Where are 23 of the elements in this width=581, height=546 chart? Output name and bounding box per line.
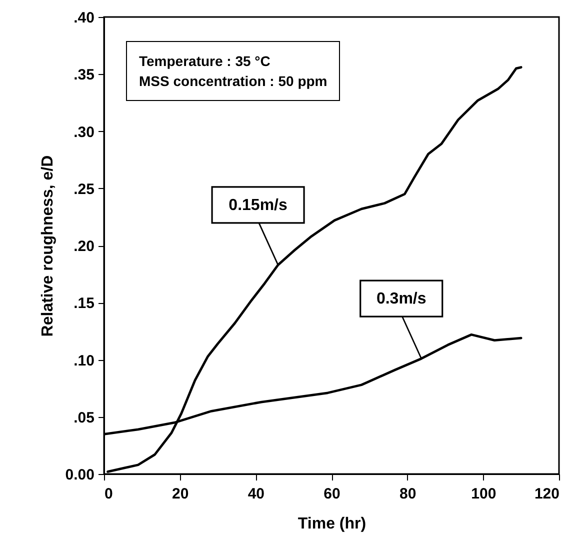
x-tick-label: 20 xyxy=(172,486,189,502)
text-box: Temperature : 35 °C MSS concentration : 50 ppm xyxy=(126,41,340,101)
x-tick-label: 120 xyxy=(534,486,560,502)
y-axis-title: Relative roughness, e/D xyxy=(39,155,56,337)
x-axis-title: Time (hr) xyxy=(298,516,366,532)
annotation: 0.15m/s xyxy=(228,196,288,214)
y-tick-label: .35 xyxy=(74,66,94,84)
x-tick-label: 100 xyxy=(471,486,496,502)
annotation: 0.3m/s xyxy=(376,290,426,308)
x-tick-label: 0 xyxy=(104,486,113,502)
y-tick-label: .05 xyxy=(74,409,94,426)
y-tick-label: .20 xyxy=(74,238,94,255)
x-tick-label: 60 xyxy=(324,486,340,502)
y-tick-label: .30 xyxy=(74,124,94,141)
y-tick-label: 0.00 xyxy=(65,466,94,484)
x-tick-label: 80 xyxy=(399,486,416,502)
y-tick-label: .10 xyxy=(74,352,94,370)
y-tick-label: .40 xyxy=(74,10,94,26)
annotation: MSS concentration : 50 ppm xyxy=(139,72,328,91)
y-tick-label: .15 xyxy=(74,295,94,312)
y-tick-label: .25 xyxy=(74,180,94,198)
x-tick-label: 40 xyxy=(248,486,265,502)
annotation: Temperature : 35 °C xyxy=(139,52,272,71)
